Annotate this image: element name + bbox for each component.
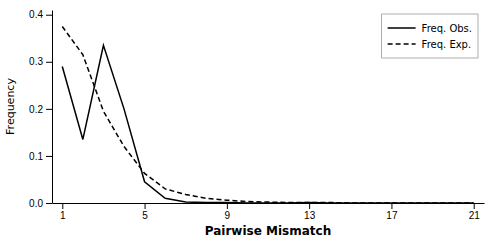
- tick-mark: [46, 156, 52, 157]
- tick-mark: [46, 203, 52, 204]
- y-axis-title: Frequency: [4, 78, 17, 135]
- tick: 0.2: [29, 104, 52, 115]
- y-axis: 0.0 0.1 0.2 0.3 0.4: [29, 9, 52, 208]
- tick: 5: [142, 203, 148, 221]
- legend: Freq. Obs. Freq. Exp.: [382, 14, 478, 58]
- tick-mark: [474, 203, 475, 209]
- tick: 0.1: [29, 151, 52, 162]
- tick-label: 0.1: [29, 151, 43, 162]
- tick-mark: [46, 15, 52, 16]
- tick: 13: [304, 203, 316, 221]
- legend-label: Freq. Obs.: [422, 23, 472, 34]
- tick-label: 0.2: [29, 104, 43, 115]
- tick-mark: [145, 203, 146, 209]
- tick-mark: [62, 203, 63, 209]
- chart: 1591317210.00.10.20.30.4Freq. Obs.Freq. …: [0, 0, 500, 243]
- tick: 21: [469, 203, 481, 221]
- tick: 0.3: [29, 56, 52, 67]
- tick-mark: [46, 109, 52, 110]
- tick-label: 0.4: [29, 9, 43, 20]
- legend-swatch: [388, 43, 416, 45]
- legend-box: [382, 14, 478, 58]
- legend-item: Freq. Obs.: [388, 23, 472, 34]
- tick-label: 0.3: [29, 56, 43, 67]
- tick-label: 9: [225, 210, 231, 221]
- tick-label: 0.0: [29, 198, 43, 209]
- legend-swatch: [388, 27, 416, 29]
- plot: 1591317210.00.10.20.30.4Freq. Obs.Freq. …: [29, 9, 484, 221]
- legend-label: Freq. Exp.: [422, 39, 472, 50]
- axis-line: [52, 11, 53, 204]
- tick: 0.0: [29, 198, 52, 209]
- tick-label: 13: [304, 210, 316, 221]
- axis-line: [53, 203, 485, 204]
- tick: 0.4: [29, 9, 52, 20]
- tick-mark: [46, 62, 52, 63]
- x-axis-title: Pairwise Mismatch: [205, 224, 331, 238]
- tick: 17: [386, 203, 398, 221]
- series-line: [62, 45, 473, 203]
- tick-label: 17: [386, 210, 398, 221]
- tick: 9: [225, 203, 231, 221]
- legend-item: Freq. Exp.: [388, 39, 472, 50]
- tick: 1: [60, 203, 66, 221]
- x-axis: 1 5 9 13 17 21: [53, 203, 485, 221]
- tick-label: 5: [142, 210, 148, 221]
- tick-label: 1: [60, 210, 66, 221]
- tick-mark: [227, 203, 228, 209]
- tick-label: 21: [469, 210, 481, 221]
- tick-mark: [391, 203, 392, 209]
- tick-mark: [309, 203, 310, 209]
